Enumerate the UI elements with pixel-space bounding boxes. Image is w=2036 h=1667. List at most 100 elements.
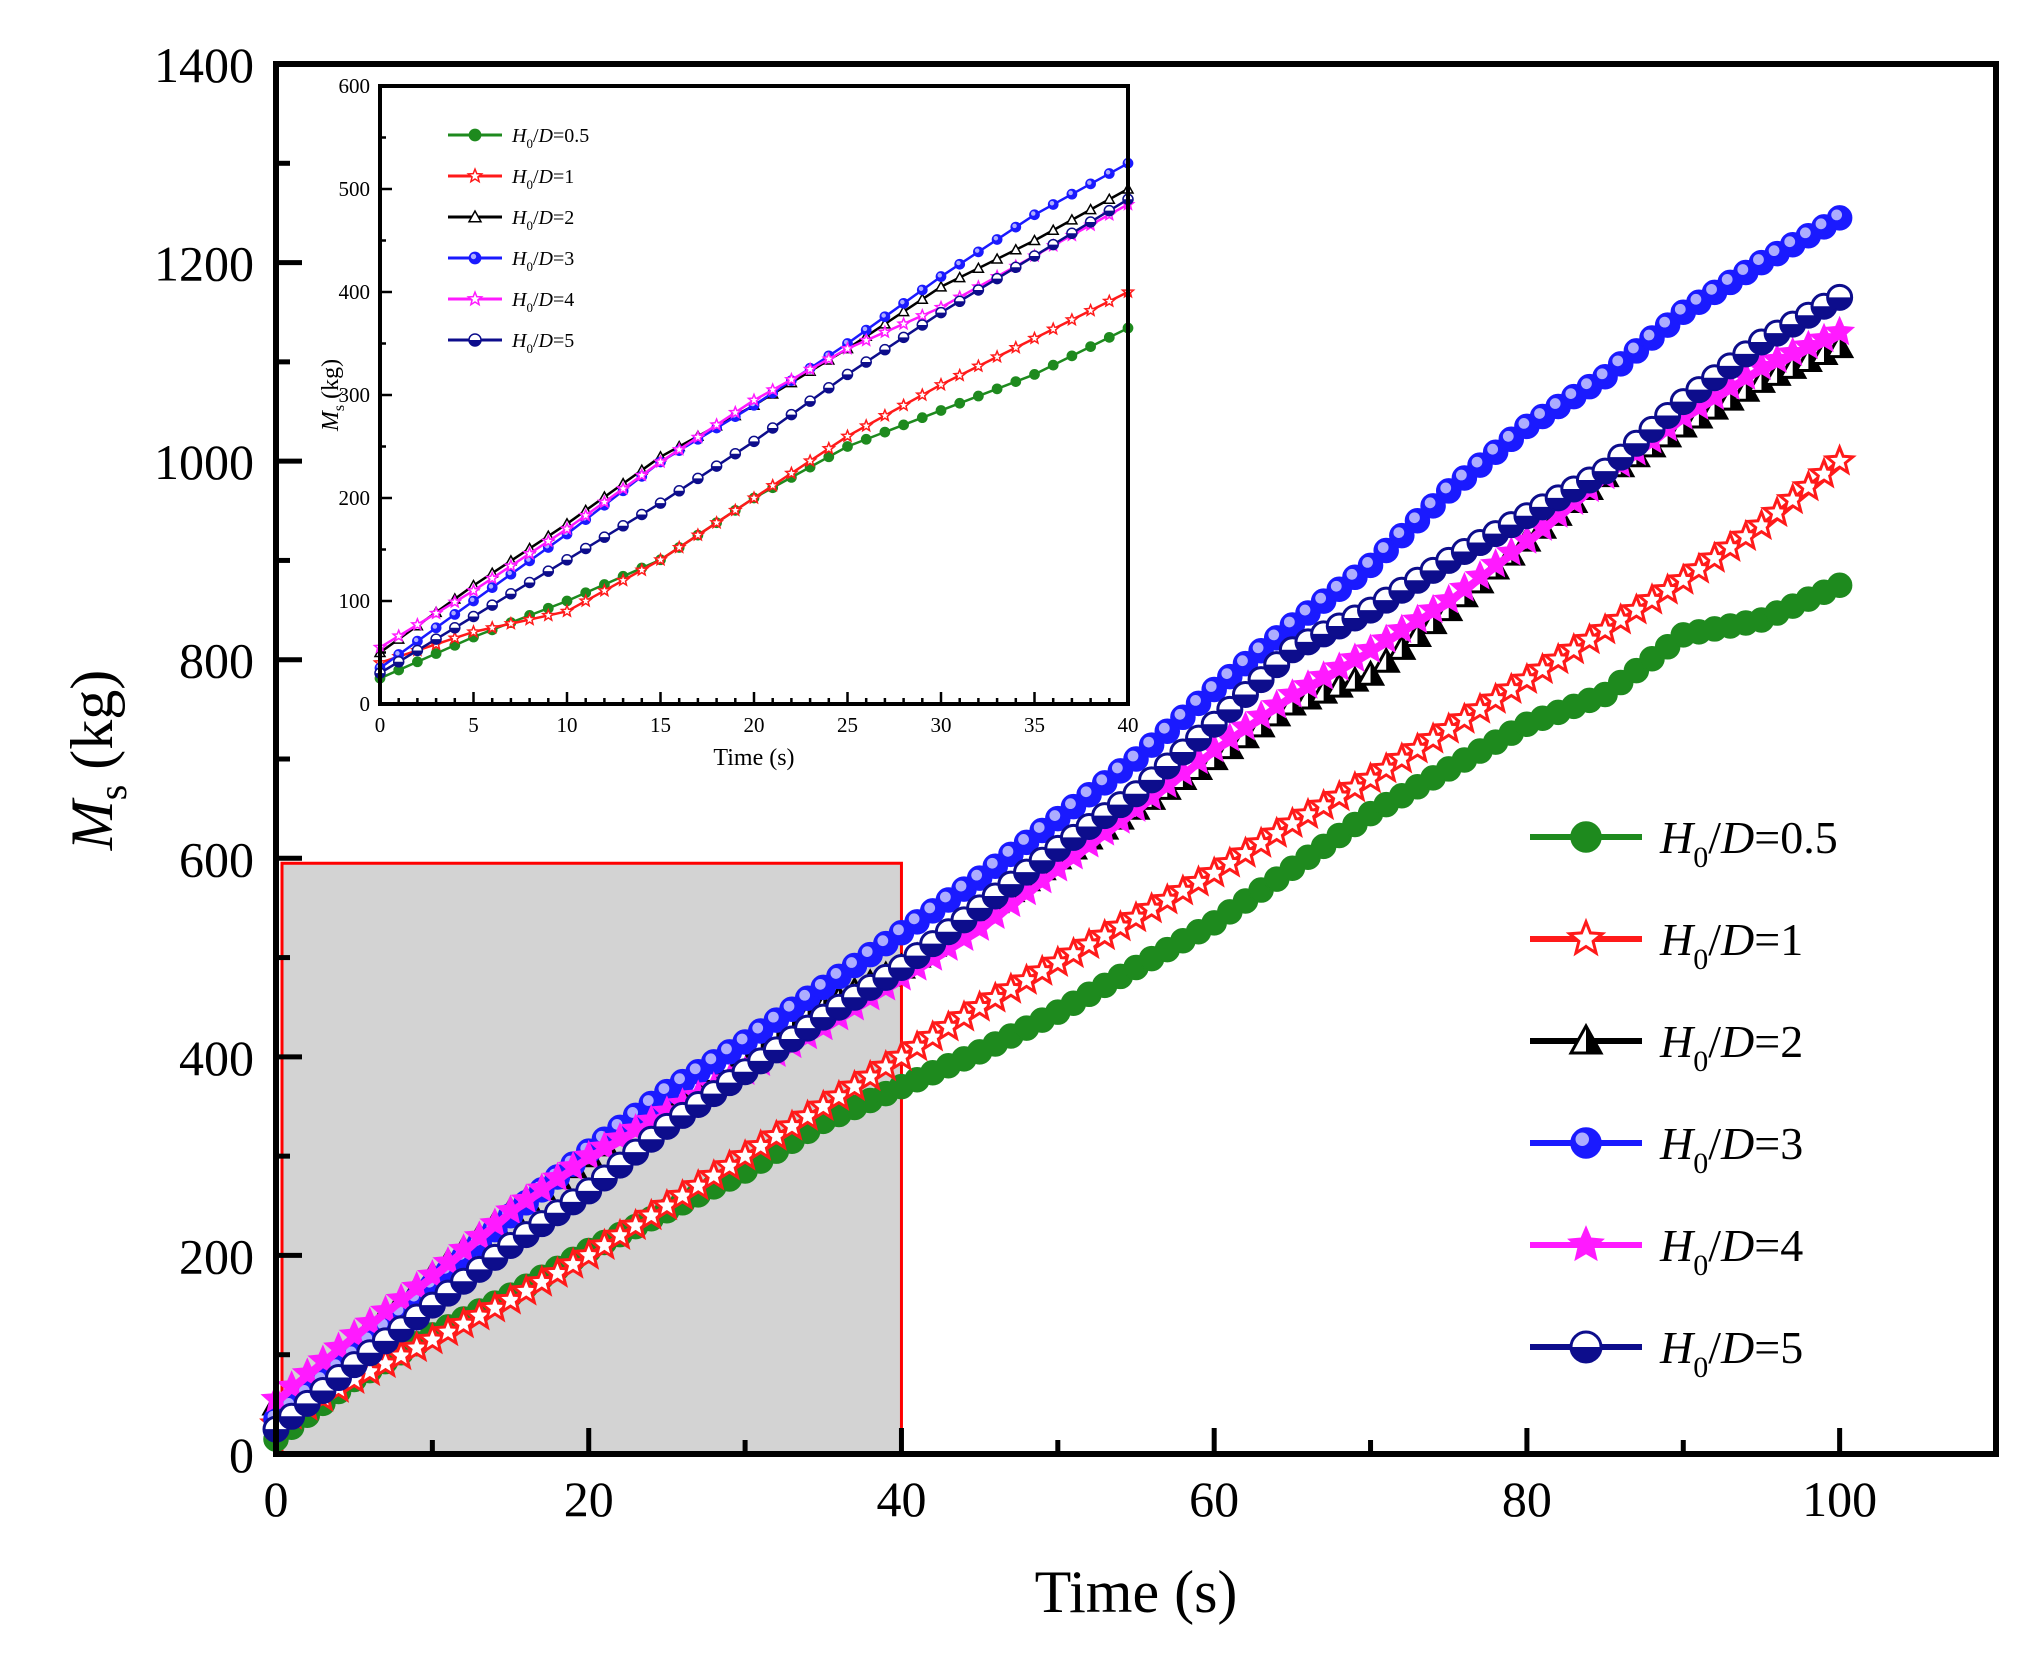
inset-x-tick-label: 0 (375, 713, 386, 737)
inset-data-point (823, 382, 835, 394)
inset-data-point (578, 593, 594, 608)
inset-data-point (858, 332, 874, 347)
main-y-tick-label: 0 (229, 1427, 254, 1483)
inset-data-point (914, 307, 930, 322)
inset-data-point (523, 576, 536, 589)
inset-data-point (1066, 188, 1078, 200)
main-x-tick-label: 80 (1502, 1471, 1552, 1527)
inset-data-point (990, 252, 1004, 264)
inset-series-6 (374, 193, 1134, 679)
inset-x-tick-label: 40 (1118, 713, 1139, 737)
inset-data-point (1101, 293, 1117, 308)
inset-data-point (802, 361, 818, 376)
inset-data-point (953, 295, 966, 308)
inset-legend: H0/D=0.5 H0/D=1 H0/D=2 H0/D=3 H0/D=4 H0/D=5 (448, 125, 589, 356)
inset-data-point (654, 497, 667, 509)
main-legend-marker (1570, 821, 1602, 853)
main-legend-marker (1569, 1330, 1603, 1364)
inset-data-point (765, 382, 781, 397)
inset-data-point (392, 656, 405, 668)
inset-data-point (466, 583, 481, 598)
inset-data-point (615, 481, 631, 496)
main-data-point (1059, 823, 1087, 851)
inset-data-point (1010, 221, 1022, 233)
inset-data-point (710, 460, 723, 472)
inset-data-point (430, 633, 442, 645)
main-data-point (1341, 604, 1369, 632)
inset-data-point (972, 261, 985, 274)
inset-legend-item: H0/D=2 (448, 207, 574, 233)
inset-data-point (1045, 321, 1061, 336)
inset-data-point (505, 588, 517, 600)
inset-data-point (1027, 330, 1042, 345)
main-data-point (1373, 537, 1399, 564)
inset-y-tick-label: 500 (339, 177, 371, 201)
inset-data-point (860, 324, 872, 336)
main-legend-item: H0/D=1 (1530, 914, 1803, 976)
main-data-point (1825, 331, 1855, 359)
inset-data-point (671, 539, 687, 554)
inset-data-point (411, 644, 424, 657)
main-series-4 (263, 205, 1853, 1432)
inset-data-point (783, 465, 799, 480)
inset-data-point (617, 520, 629, 532)
inset-data-point (671, 441, 687, 456)
main-data-point (418, 1291, 446, 1319)
inset-data-point (972, 284, 985, 296)
inset-y-tick-label: 200 (339, 486, 371, 510)
main-legend-marker (1565, 917, 1607, 957)
main-data-point (1418, 607, 1448, 635)
inset-legend-item: H0/D=5 (448, 330, 574, 356)
inset-data-point (1029, 209, 1040, 221)
inset-data-point (935, 405, 947, 416)
inset-data-point (991, 234, 1003, 245)
inset-data-point (802, 453, 818, 468)
main-data-point (1389, 522, 1415, 549)
inset-data-point (1029, 369, 1040, 380)
inset-data-point (1028, 233, 1041, 246)
inset-data-point (879, 311, 891, 323)
main-x-axis-label: Time (s) (1035, 1559, 1238, 1625)
main-data-point (1420, 493, 1446, 519)
inset-data-point (1064, 312, 1080, 327)
inset-data-point (879, 343, 891, 356)
inset-data-point (729, 447, 742, 460)
inset-y-tick-label: 100 (339, 589, 371, 613)
inset-data-point (559, 603, 575, 618)
inset-data-point (858, 418, 874, 433)
inset-data-point (766, 422, 779, 434)
main-y-tick-label: 200 (179, 1228, 254, 1284)
inset-data-point (916, 284, 928, 296)
main-series-group (259, 205, 1857, 1452)
inset-data-point (486, 582, 498, 593)
inset-data-point (636, 508, 648, 521)
inset-data-point (934, 280, 948, 292)
inset-data-point (1047, 359, 1059, 371)
inset-data-point (860, 433, 872, 445)
inset-x-tick-label: 20 (744, 713, 765, 737)
inset-data-point (1084, 203, 1097, 215)
main-x-tick-label: 40 (876, 1471, 926, 1527)
main-data-point (1387, 633, 1417, 660)
inset-legend-marker (467, 209, 483, 223)
inset-data-point (897, 331, 910, 344)
inset-series-group (372, 157, 1136, 684)
inset-legend-label: H0/D=0.5 (511, 125, 589, 151)
main-data-point (1435, 546, 1463, 574)
inset-data-point (409, 616, 425, 631)
inset-data-point (598, 531, 611, 543)
inset-legend-item: H0/D=1 (448, 166, 574, 192)
inset-data-point (503, 615, 519, 630)
inset-legend-item: H0/D=0.5 (448, 125, 589, 151)
inset-data-point (1047, 199, 1059, 210)
inset-data-point (991, 383, 1003, 395)
inset-data-point (746, 490, 762, 505)
inset-x-axis-label: Time (s) (713, 745, 794, 771)
inset-data-point (466, 624, 481, 639)
inset-data-point (653, 551, 668, 567)
inset-data-point (991, 272, 1003, 285)
